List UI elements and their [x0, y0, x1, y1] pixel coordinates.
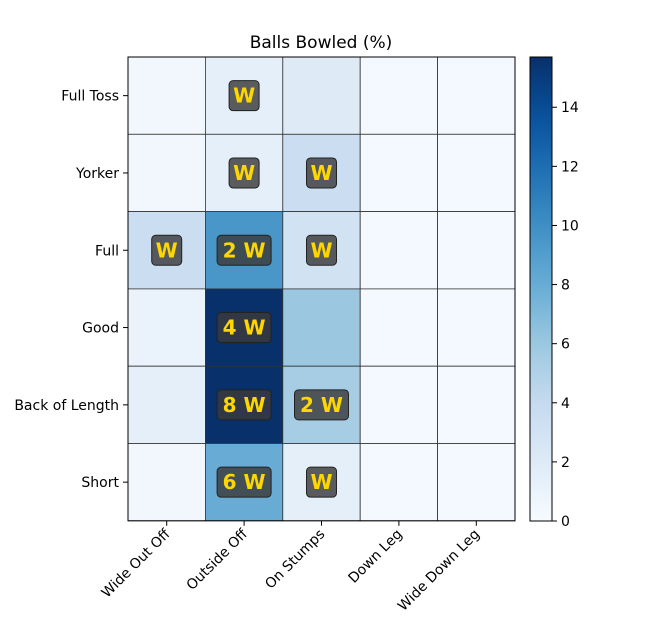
colorbar-tick-label: 6	[561, 337, 570, 353]
heatmap-cell-full-toss-wide-down-leg	[437, 56, 516, 135]
colorbar: 0 2 4 6 8 10 12 14	[529, 56, 579, 530]
wicket-label: W	[310, 238, 332, 262]
wicket-label: 4 W	[223, 316, 266, 340]
annotation-box	[306, 466, 337, 498]
wicket-label: 2 W	[223, 238, 266, 262]
colorbar-tick-label: 12	[561, 159, 579, 175]
heatmap-cell-full-wide-down-leg	[437, 211, 516, 290]
wicket-label: W	[156, 238, 178, 262]
x-tick-label-outside-off: Outside Off	[184, 526, 252, 594]
annotation-box	[216, 389, 272, 421]
heatmap-cell-short-down-leg	[359, 443, 439, 522]
annotation-box	[216, 234, 272, 266]
wicket-label: 6 W	[223, 470, 266, 494]
y-tick-label-full-toss: Full Toss	[61, 89, 119, 105]
wicket-label: W	[310, 470, 332, 494]
heatmap-cell-yorker-wide-out-off	[127, 133, 206, 213]
colorbar-tick-label: 14	[561, 100, 579, 116]
heatmap-cells	[127, 56, 516, 522]
heatmap-cell-good-down-leg	[359, 288, 439, 367]
x-tick-label-down-leg: Down Leg	[345, 526, 405, 586]
annotation-box	[216, 466, 272, 498]
y-tick-label-full: Full	[95, 243, 119, 259]
annotation-box	[216, 312, 272, 344]
colorbar-gradient	[529, 56, 553, 522]
colorbar-tick-label: 2	[561, 455, 570, 471]
colorbar-tick-label: 0	[561, 514, 570, 530]
heatmap-cell-back-of-length-down-leg	[359, 365, 439, 444]
wicket-label: W	[310, 161, 332, 185]
wicket-label: W	[233, 161, 255, 185]
heatmap-cell-short-wide-down-leg	[437, 443, 516, 522]
annotation-box	[228, 80, 260, 112]
wicket-label: 2 W	[300, 393, 343, 417]
y-tick-label-short: Short	[81, 475, 119, 491]
wicket-label: 8 W	[223, 393, 266, 417]
x-tick-label-wide-down-leg: Wide Down Leg	[395, 526, 483, 614]
wicket-label: W	[233, 84, 255, 108]
y-tick-label-back-of-length: Back of Length	[14, 398, 119, 414]
x-tick-label-wide-out-off: Wide Out Off	[99, 526, 174, 601]
y-tick-label-good: Good	[82, 321, 119, 337]
annotation-box	[151, 234, 183, 266]
chart-title: Balls Bowled (%)	[250, 33, 393, 53]
heatmap-cell-yorker-wide-down-leg	[437, 133, 516, 213]
wicket-annotations: W W W W 2 W W 4 W 8 W 2 W 6 W W	[151, 80, 349, 498]
colorbar-tick-label: 8	[561, 278, 570, 294]
heatmap-cell-good-wide-down-leg	[437, 288, 516, 367]
colorbar-tick-label: 10	[561, 218, 579, 234]
annotation-box	[294, 389, 349, 421]
heatmap-cell-full-toss-down-leg	[359, 56, 439, 135]
heatmap-cell-full-toss-wide-out-off	[127, 56, 206, 135]
heatmap-cell-short-wide-out-off	[127, 443, 206, 522]
colorbar-tick-label: 4	[561, 396, 570, 412]
heatmap-cell-back-of-length-wide-out-off	[127, 365, 206, 444]
heatmap-cell-good-wide-out-off	[127, 288, 206, 367]
y-tick-label-yorker: Yorker	[75, 166, 119, 182]
x-tick-label-on-stumps: On Stumps	[262, 526, 328, 592]
heatmap-cell-full-toss-on-stumps	[282, 56, 361, 135]
heatmap-cell-full-down-leg	[359, 211, 439, 290]
annotation-box	[228, 157, 260, 189]
heatmap-cell-good-on-stumps	[282, 288, 361, 367]
annotation-box	[306, 234, 337, 266]
heatmap-cell-back-of-length-wide-down-leg	[437, 365, 516, 444]
heatmap-cell-yorker-down-leg	[359, 133, 439, 213]
annotation-box	[306, 157, 337, 189]
